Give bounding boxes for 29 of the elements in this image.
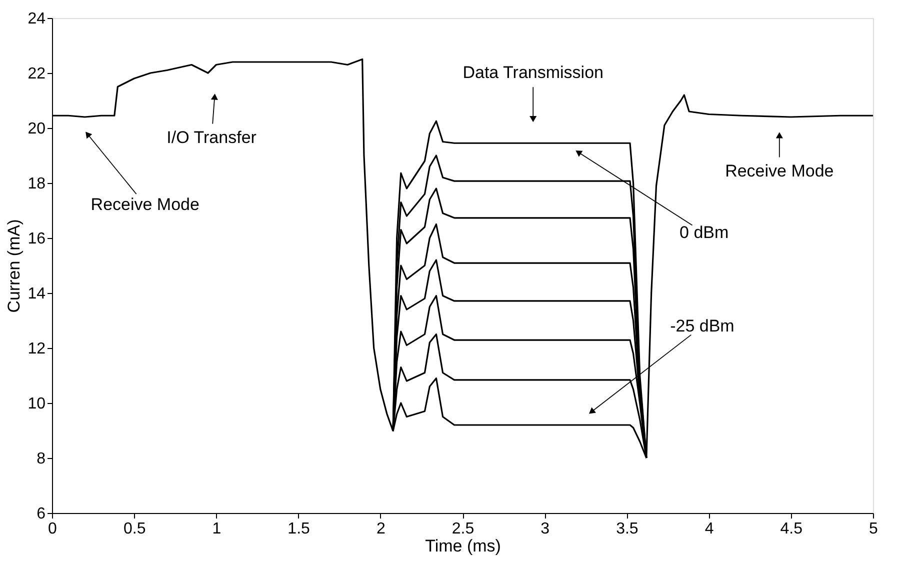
- x-tick-label: 2: [376, 520, 386, 538]
- y-tick-label: 6: [36, 506, 46, 522]
- x-tick-label: 3.5: [616, 520, 638, 538]
- annotation: -25 dBm: [670, 316, 734, 336]
- x-tick-label: 2.5: [452, 520, 474, 538]
- annotation: Receive Mode: [90, 194, 200, 214]
- y-tick-label: 20: [28, 120, 46, 138]
- x-tick-label: 5: [869, 520, 878, 538]
- annotation: 0 dBm: [680, 222, 729, 242]
- y-tick-label: 22: [28, 66, 46, 82]
- x-tick-label: 0.5: [123, 520, 146, 538]
- x-tick-label: 1: [212, 520, 222, 538]
- y-tick-label: 14: [28, 286, 46, 302]
- x-tick-label: 3: [540, 520, 550, 538]
- y-tick-label: 10: [28, 396, 46, 412]
- annotation: Data Transmission: [462, 63, 604, 82]
- x-tick-label: 0: [48, 520, 58, 538]
- annotation: I/O Transfer: [166, 128, 257, 147]
- y-tick-label: 12: [28, 340, 46, 358]
- x-tick-label: 4: [704, 520, 714, 538]
- x-tick-label: 1.5: [288, 520, 310, 538]
- x-axis-title: Time (ms): [425, 536, 501, 556]
- y-tick-label: 8: [36, 450, 46, 468]
- y-tick-label: 18: [28, 176, 46, 192]
- y-tick-label: 16: [28, 230, 46, 248]
- y-tick-label: 24: [28, 10, 46, 28]
- y-axis-title: Curren (mA): [4, 219, 24, 313]
- x-tick-label: 4.5: [780, 520, 803, 538]
- annotation: Receive Mode: [725, 161, 834, 180]
